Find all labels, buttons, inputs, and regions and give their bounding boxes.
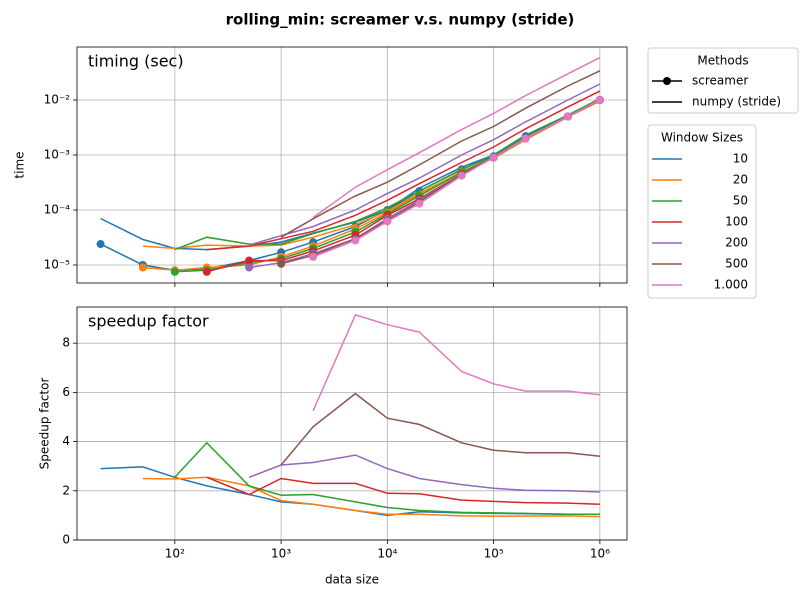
series-line: [206, 90, 601, 251]
y-tick-label: 0: [62, 533, 70, 547]
legend-label: 10: [733, 152, 748, 166]
y-tick-label: 10⁻²: [44, 92, 71, 106]
axes-frame: [76, 46, 628, 284]
legend-label: 500: [725, 257, 748, 271]
point: [351, 236, 360, 245]
axes-frame: [76, 306, 628, 541]
plot-area: [77, 47, 627, 283]
y-tick-label: 8: [62, 336, 70, 350]
point: [415, 199, 424, 208]
legend-label: 200: [725, 236, 748, 250]
x-tick-label: 10⁶: [590, 547, 610, 561]
point: [202, 267, 211, 276]
legend-marker: [663, 77, 671, 85]
point: [521, 134, 530, 143]
series-line: [206, 476, 600, 506]
legend-label: 50: [733, 194, 748, 208]
x-tick-label: 10²: [165, 547, 185, 561]
legend-label: 100: [725, 215, 748, 229]
point: [170, 267, 179, 276]
y-tick-label: 10⁻³: [44, 147, 71, 161]
series-line: [142, 100, 601, 250]
series-line: [174, 441, 600, 515]
legend-box: [647, 124, 757, 299]
legend-title: Methods: [697, 54, 748, 68]
point: [457, 171, 466, 180]
series-line: [312, 313, 600, 412]
y-tick-label: 10⁻⁴: [44, 202, 71, 216]
panel-annotation: speedup factor: [88, 312, 209, 331]
y-axis-label: time: [13, 151, 27, 178]
point: [489, 153, 498, 162]
point: [383, 217, 392, 226]
y-tick-label: 4: [62, 434, 70, 448]
point: [309, 252, 318, 261]
series-line: [312, 56, 601, 219]
point: [138, 263, 147, 272]
legend-label: 1.000: [714, 278, 748, 292]
series-line: [142, 476, 600, 518]
x-axis-label: data size: [325, 573, 379, 587]
series-line: [248, 83, 601, 246]
legend-label: 20: [733, 173, 748, 187]
legend-box: [647, 47, 799, 114]
y-tick-label: 2: [62, 483, 70, 497]
x-tick-label: 10⁴: [377, 547, 397, 561]
legend-label: numpy (stride): [692, 95, 781, 109]
series-line: [248, 454, 600, 493]
point: [563, 112, 572, 121]
x-tick-label: 10⁵: [484, 547, 504, 561]
point: [595, 95, 604, 104]
panel-annotation: timing (sec): [88, 52, 184, 71]
point: [245, 256, 254, 265]
legend-title: Window Sizes: [661, 131, 743, 145]
y-tick-label: 10⁻⁵: [44, 257, 71, 271]
series-line: [280, 70, 601, 238]
y-tick-label: 6: [62, 385, 70, 399]
legend-label: screamer: [692, 74, 748, 88]
point: [277, 259, 286, 268]
series-line: [280, 392, 600, 466]
point: [245, 263, 254, 272]
point: [96, 240, 105, 249]
y-axis-label: Speedup factor: [38, 378, 52, 470]
x-tick-label: 10³: [271, 547, 291, 561]
chart-title: rolling_min: screamer v.s. numpy (stride…: [226, 11, 575, 29]
plot-area: [77, 307, 627, 540]
